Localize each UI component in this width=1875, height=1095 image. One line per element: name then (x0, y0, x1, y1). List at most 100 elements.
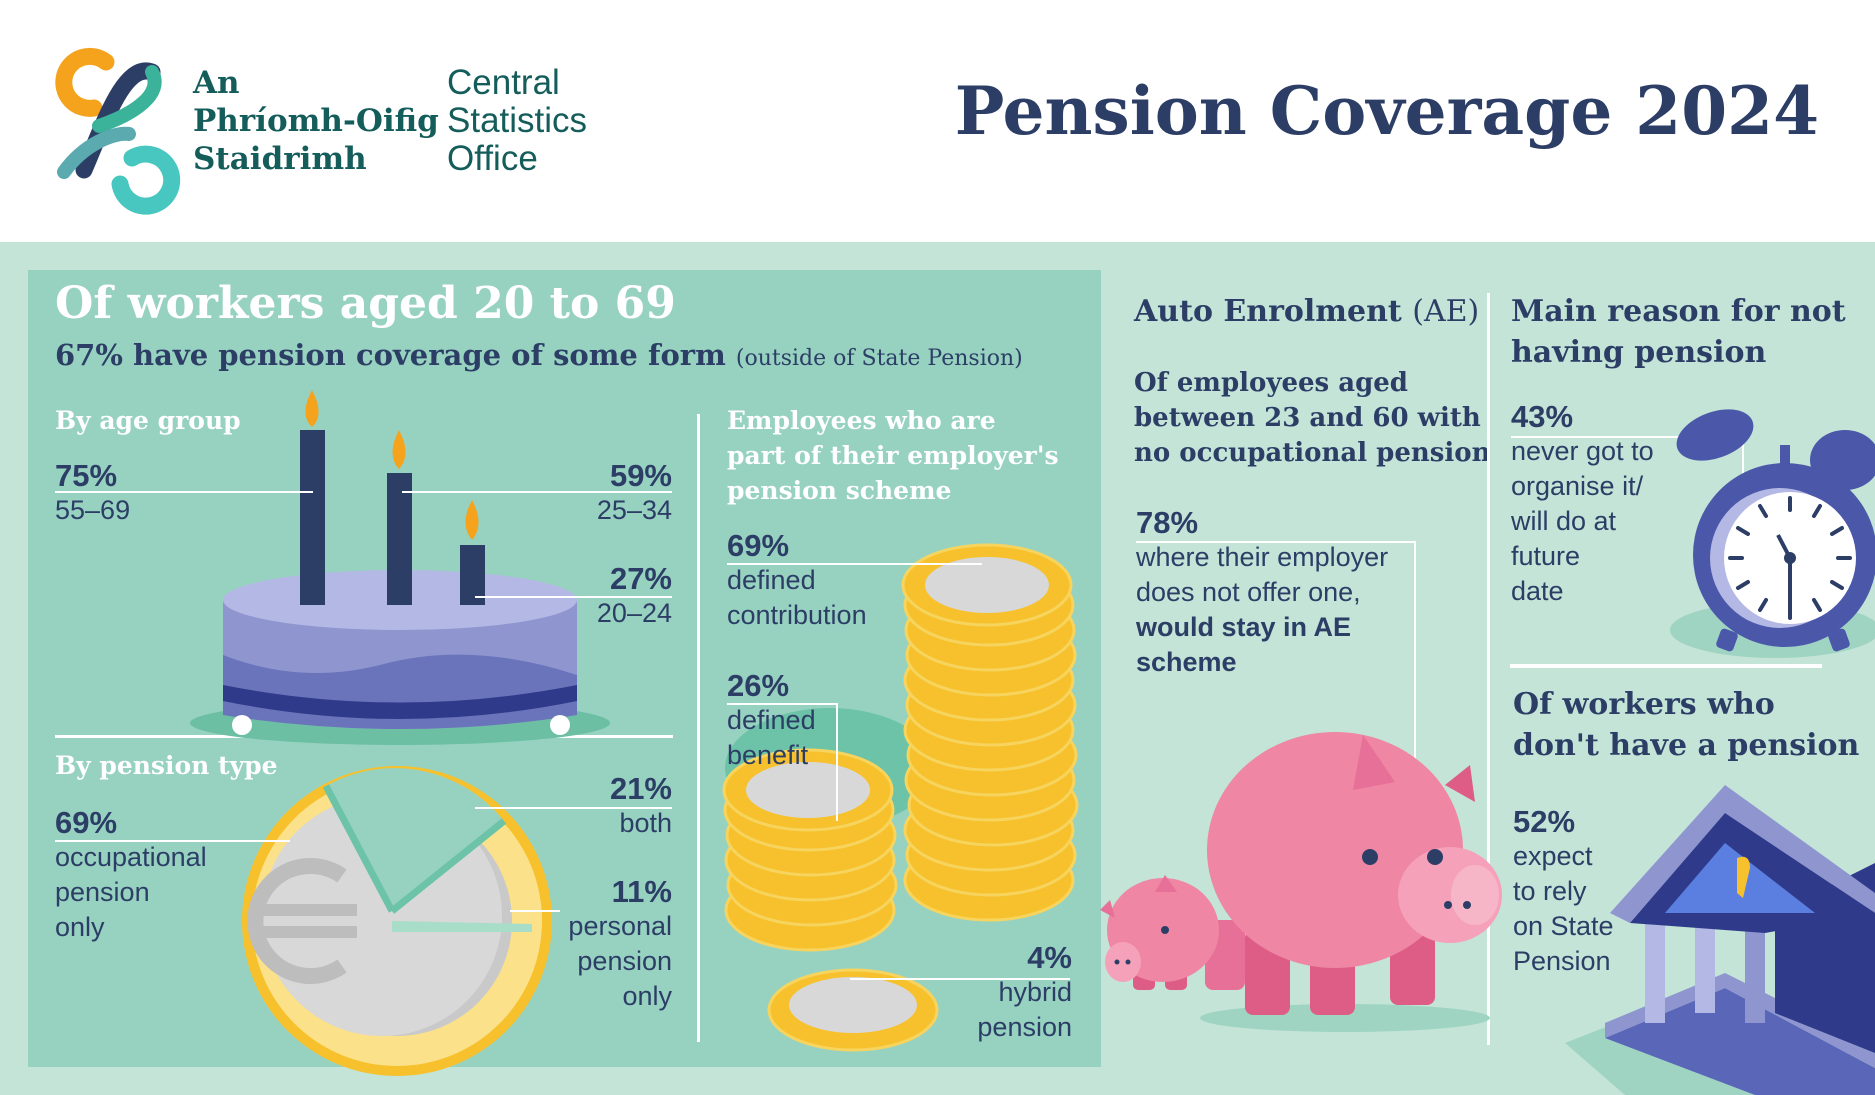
ae-text-bold: would stay in AE (1136, 612, 1352, 642)
main-reason-text: will do at (1511, 506, 1617, 536)
leader-line (1742, 436, 1744, 492)
hybrid-label: hybrid (998, 977, 1072, 1007)
age-55-69-percent: 75% (55, 458, 118, 493)
no-pension-title: Of workers who don't have a pension (1513, 684, 1859, 766)
no-pension-text: on State (1513, 911, 1614, 941)
no-pension-stat: 52% expect to rely on State Pension (1513, 805, 1614, 979)
auto-enrolment-abbr: (AE) (1412, 294, 1480, 329)
page-title: Pension Coverage 2024 (954, 72, 1819, 150)
harp-icon (1737, 856, 1750, 898)
leader-line (727, 563, 982, 565)
no-pension-title-line: don't have a pension (1513, 728, 1860, 763)
leader-line (1414, 541, 1416, 761)
both-types: 21% both (610, 772, 672, 841)
cake-icon (190, 390, 610, 745)
dc-percent: 69% (727, 528, 790, 563)
employer-scheme-title-line: part of their employer's (727, 441, 1059, 470)
leader-line (727, 703, 837, 705)
leader-line (402, 491, 672, 493)
coin-stack-icon (722, 543, 1079, 1052)
age-group-title: By age group (55, 406, 241, 435)
logo-irish-name: An Phríomh-Oifig Staidrimh (193, 64, 439, 178)
ae-text-bold: scheme (1136, 647, 1237, 677)
personal-label: personal (568, 911, 672, 941)
auto-enrolment-subtitle: Of employees aged between 23 and 60 with… (1134, 366, 1491, 471)
db-label: benefit (727, 740, 809, 770)
age-55-69: 75% 55–69 (55, 459, 130, 528)
occupational-label: pension (55, 877, 150, 907)
leader-line (475, 807, 672, 809)
no-pension-text: to rely (1513, 876, 1587, 906)
main-reason-text: future (1511, 541, 1581, 571)
main-reason-title: Main reason for not having pension (1511, 291, 1846, 373)
leader-line (850, 978, 1070, 980)
personal-label: only (622, 981, 672, 1011)
main-reason-percent: 43% (1511, 399, 1574, 434)
leader-line (55, 840, 290, 842)
panel-heading: Of workers aged 20 to 69 (55, 278, 676, 329)
no-pension-text: Pension (1513, 946, 1611, 976)
auto-enrolment-stat: 78% where their employer does not offer … (1136, 506, 1388, 680)
logo-irish-line: Staidrimh (193, 141, 367, 177)
no-pension-text: expect (1513, 841, 1593, 871)
leader-line (1136, 541, 1415, 543)
defined-benefit: 26% defined benefit (727, 669, 816, 773)
panel-subheading: 67% have pension coverage of some form (… (55, 338, 1023, 372)
main-reason-title-line: Main reason for not (1511, 294, 1846, 329)
logo-english-line: Office (447, 139, 538, 178)
section-divider (1510, 664, 1822, 668)
leader-line (1511, 436, 1743, 438)
occupational-percent: 69% (55, 805, 118, 840)
both-percent: 21% (609, 771, 672, 806)
government-building-icon (1565, 785, 1875, 1095)
alarm-clock-icon (1670, 409, 1875, 658)
cso-logo (55, 47, 181, 215)
logo-irish-line: Phríomh-Oifig (193, 103, 439, 139)
age-25-34-percent: 59% (609, 458, 672, 493)
euro-coin-icon (242, 766, 552, 1076)
ae-subtitle-line: no occupational pension (1134, 438, 1491, 468)
age-25-34: 59% 25–34 (597, 459, 672, 528)
main-reason-text: date (1511, 576, 1564, 606)
both-label: both (619, 808, 672, 838)
leader-line (475, 596, 672, 598)
main-reason-title-line: having pension (1511, 335, 1767, 370)
ae-subtitle-line: Of employees aged (1134, 368, 1408, 398)
employer-scheme-title-line: pension scheme (727, 476, 952, 505)
age-25-34-label: 25–34 (596, 495, 672, 525)
personal-percent: 11% (611, 874, 672, 909)
age-55-69-label: 55–69 (55, 495, 131, 525)
hybrid-percent: 4% (1027, 940, 1072, 975)
occupational-label: only (55, 912, 105, 942)
column-divider (1487, 293, 1490, 1045)
no-pension-title-line: Of workers who (1513, 687, 1775, 722)
logo-irish-line: An (193, 65, 240, 101)
db-percent: 26% (727, 668, 790, 703)
defined-contribution: 69% defined contribution (727, 529, 867, 633)
logo-english-line: Central (447, 63, 560, 102)
logo-english-name: Central Statistics Office (447, 64, 587, 178)
employer-scheme-title-line: Employees who are (727, 406, 996, 435)
main-reason-text: never got to (1511, 436, 1654, 466)
logo-english-line: Statistics (447, 101, 588, 140)
age-20-24-label: 20–24 (596, 598, 672, 628)
piggy-bank-icon (1100, 732, 1502, 1032)
occupational-label: occupational (55, 842, 207, 872)
leader-line (510, 910, 560, 912)
db-label: defined (727, 705, 816, 735)
ae-text: does not offer one, (1136, 577, 1361, 607)
auto-enrolment-title-text: Auto Enrolment (1134, 294, 1402, 329)
no-pension-percent: 52% (1513, 804, 1576, 839)
dc-label: defined (727, 565, 816, 595)
personal-only: 11% personal pension only (568, 875, 672, 1014)
ae-text: where their employer (1136, 542, 1389, 572)
coverage-headline: 67% have pension coverage of some form (55, 338, 726, 372)
age-20-24-percent: 27% (609, 561, 672, 596)
leader-line (55, 491, 313, 493)
ae-subtitle-line: between 23 and 60 with (1134, 403, 1481, 433)
header: An Phríomh-Oifig Staidrimh Central Stati… (0, 0, 1875, 242)
age-20-24: 27% 20–24 (597, 562, 672, 631)
employer-scheme-title: Employees who are part of their employer… (727, 403, 1059, 508)
leader-line (836, 703, 838, 821)
coverage-note: (outside of State Pension) (735, 346, 1023, 371)
